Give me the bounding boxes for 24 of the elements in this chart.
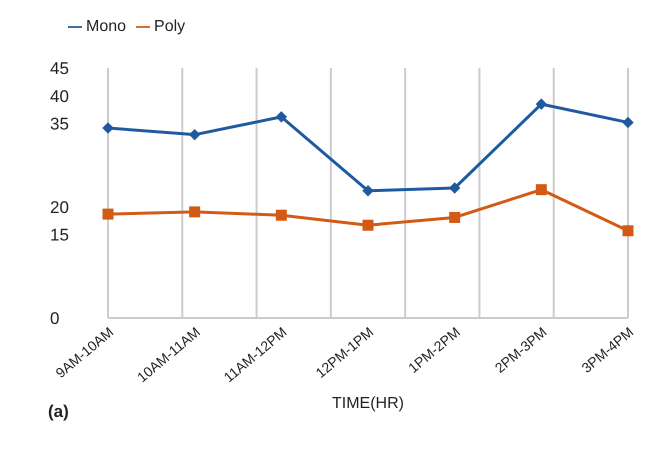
point bbox=[362, 185, 374, 196]
y-tick-label: 20 bbox=[50, 198, 69, 217]
y-tick-label: 45 bbox=[50, 59, 69, 78]
legend-label: Poly bbox=[154, 18, 186, 35]
point bbox=[622, 225, 634, 236]
point bbox=[536, 98, 547, 110]
point bbox=[102, 208, 114, 220]
point bbox=[362, 220, 374, 231]
y-tick-label: 35 bbox=[50, 114, 69, 134]
text: (a) bbox=[48, 402, 69, 422]
y-tick-label: 40 bbox=[50, 86, 69, 106]
point bbox=[536, 184, 547, 196]
legend-label: Mono bbox=[86, 18, 126, 35]
y-tick-label: 15 bbox=[50, 226, 69, 245]
point bbox=[189, 129, 200, 140]
point bbox=[276, 111, 287, 122]
y-tick-label: 0 bbox=[50, 309, 60, 328]
point bbox=[102, 122, 114, 134]
point bbox=[449, 212, 460, 223]
point bbox=[622, 116, 634, 128]
x-axis-title: TIME(HR) bbox=[332, 395, 404, 412]
point bbox=[449, 182, 460, 194]
point bbox=[276, 210, 287, 221]
point bbox=[189, 206, 200, 218]
